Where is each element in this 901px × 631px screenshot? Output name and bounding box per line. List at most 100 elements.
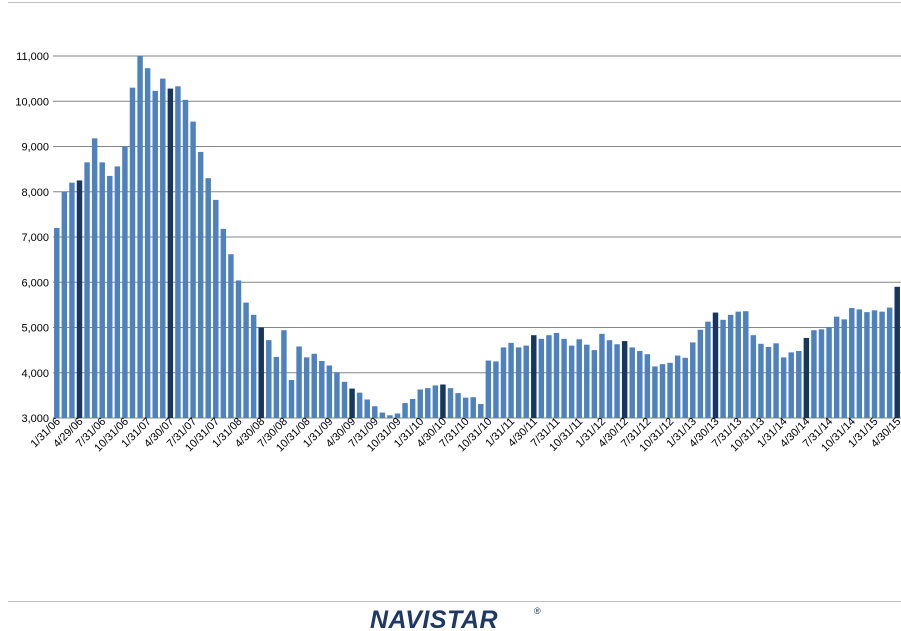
- bar: [485, 360, 492, 418]
- bar: [720, 319, 726, 418]
- bar: [114, 166, 121, 418]
- bar: [500, 347, 507, 418]
- bar: [674, 355, 681, 418]
- bar: [54, 227, 60, 418]
- bar: [621, 341, 628, 418]
- bar: [387, 415, 393, 418]
- top-divider: [8, 2, 901, 3]
- bar: [69, 182, 75, 418]
- bar: [523, 345, 529, 418]
- bar: [122, 146, 128, 418]
- bar: [599, 333, 605, 418]
- y-tick-label: 7,000: [21, 232, 49, 244]
- bar: [637, 351, 643, 418]
- bar: [493, 361, 499, 418]
- bar: [167, 88, 174, 418]
- bar: [76, 180, 83, 418]
- bar: [712, 312, 719, 418]
- bar: [758, 343, 764, 418]
- bar: [743, 311, 749, 418]
- bar: [652, 366, 658, 418]
- bar: [856, 309, 863, 418]
- y-tick-label: 8,000: [21, 187, 49, 199]
- bar: [303, 357, 310, 418]
- bar: [273, 356, 280, 418]
- bar: [629, 347, 635, 418]
- bar: [455, 393, 461, 418]
- bar: [409, 399, 416, 418]
- bar: [243, 302, 249, 418]
- bar: [372, 406, 378, 418]
- bar: [182, 99, 189, 418]
- bar: [137, 56, 143, 418]
- bar: [735, 311, 741, 418]
- bar: [205, 178, 211, 418]
- bar: [341, 381, 348, 418]
- bar: [508, 342, 514, 418]
- bar: [266, 340, 272, 418]
- bar: [402, 403, 408, 418]
- bar: [175, 86, 181, 418]
- bar: [235, 280, 242, 418]
- bar: [462, 397, 469, 418]
- bar: [788, 352, 794, 418]
- bar: [220, 228, 227, 418]
- bar: [591, 350, 598, 419]
- bar-chart: 3,000 4,000 5,000 6,000 7,000 8,000 9,000 10,00…: [15, 51, 901, 455]
- bar: [470, 397, 476, 418]
- bar: [349, 388, 355, 418]
- bar: [250, 314, 257, 418]
- y-axis-ticks: 3,000 4,000 5,000 6,000 7,000 8,000 9,000 10,00…: [15, 51, 49, 425]
- bar: [727, 314, 734, 418]
- bar: [447, 388, 454, 418]
- bar: [546, 335, 552, 418]
- y-tick-label: 5,000: [21, 323, 49, 335]
- bar: [425, 388, 431, 418]
- bar: [765, 346, 772, 418]
- bar: [750, 335, 757, 418]
- bar: [606, 340, 613, 418]
- bar: [144, 68, 151, 418]
- bar: [84, 162, 90, 418]
- bar: [697, 329, 704, 418]
- bar: [91, 138, 98, 419]
- bar: [107, 175, 113, 418]
- bar: [826, 327, 832, 418]
- bar: [531, 335, 537, 418]
- bar: [296, 346, 302, 418]
- bar: [197, 151, 204, 418]
- bar: [894, 286, 900, 418]
- bar: [288, 379, 295, 418]
- bar: [553, 332, 560, 418]
- x-axis-ticks: 1/31/064/29/067/31/0610/31/061/31/074/30…: [28, 416, 901, 455]
- bar: [561, 338, 567, 418]
- bar: [152, 90, 158, 418]
- bar: [356, 392, 363, 418]
- bar: [796, 351, 802, 418]
- bar: [833, 316, 840, 418]
- bar: [190, 121, 196, 419]
- bar: [258, 327, 264, 418]
- logo-registered-mark: ®: [534, 606, 541, 616]
- bar: [659, 364, 666, 418]
- bar: [99, 162, 105, 418]
- y-tick-label: 4,000: [21, 368, 49, 380]
- bar: [417, 389, 423, 418]
- y-tick-label: 3,000: [21, 413, 49, 425]
- navistar-logo: NAVISTAR ®: [370, 606, 541, 631]
- bar: [228, 254, 234, 418]
- bar: [682, 357, 688, 418]
- bar: [61, 191, 68, 418]
- bar: [394, 413, 401, 418]
- bar: [538, 338, 545, 418]
- bar: [319, 360, 325, 418]
- bar: [690, 342, 696, 418]
- bar-series: [54, 56, 900, 419]
- bar: [326, 365, 333, 418]
- y-tick-label: 6,000: [21, 277, 49, 289]
- y-tick-label: 10,000: [15, 96, 49, 108]
- bar: [886, 307, 893, 418]
- bar: [864, 312, 870, 418]
- bar: [803, 337, 810, 418]
- bar: [644, 354, 651, 418]
